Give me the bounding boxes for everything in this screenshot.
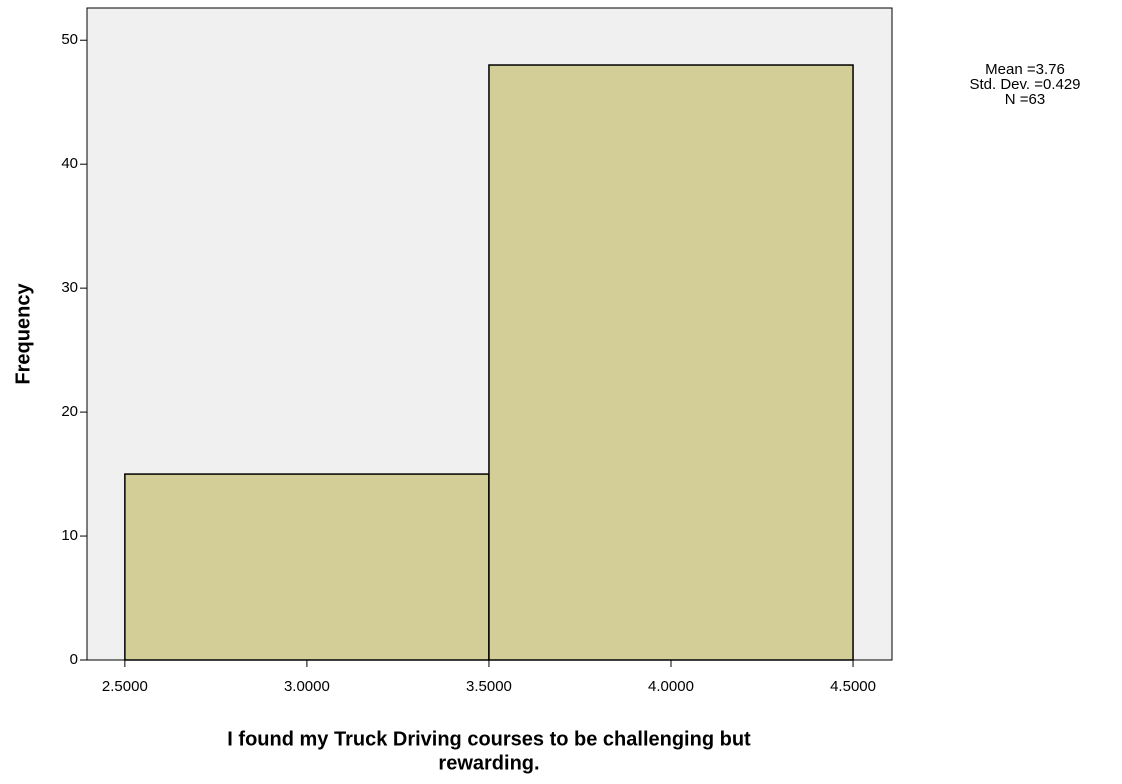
stats-annotation: Std. Dev. =0.429 xyxy=(969,76,1080,93)
x-tick-label: 3.5000 xyxy=(466,678,512,695)
y-tick-label: 50 xyxy=(61,31,78,48)
y-tick-label: 20 xyxy=(61,403,78,420)
x-tick-label: 4.0000 xyxy=(648,678,694,695)
x-tick-label: 3.0000 xyxy=(284,678,330,695)
bar xyxy=(488,64,854,661)
y-tick-label: 10 xyxy=(61,527,78,544)
x-tick-label: 2.5000 xyxy=(102,678,148,695)
x-tick-label: 4.5000 xyxy=(830,678,876,695)
x-axis-label: I found my Truck Driving courses to be c… xyxy=(227,728,751,750)
y-tick-label: 40 xyxy=(61,155,78,172)
y-tick-label: 0 xyxy=(70,651,78,668)
x-axis-label: rewarding. xyxy=(438,752,539,774)
bar xyxy=(124,473,490,661)
stats-annotation: N =63 xyxy=(1005,91,1045,108)
y-axis-label: Frequency xyxy=(12,283,34,385)
stats-annotation: Mean =3.76 xyxy=(985,61,1065,78)
y-tick-label: 30 xyxy=(61,279,78,296)
